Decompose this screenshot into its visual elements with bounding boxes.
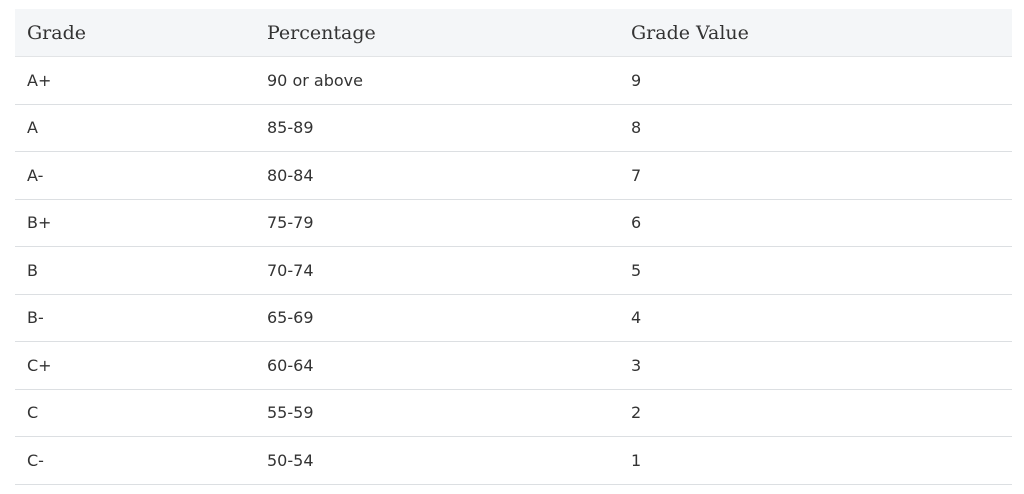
table-row: C 55-59 2: [15, 389, 1012, 437]
table-head: Grade Percentage Grade Value: [15, 9, 1012, 57]
table-cell: A-: [15, 151, 255, 200]
table-cell: 60-64: [255, 341, 619, 390]
table-cell: A: [15, 104, 255, 152]
header-cell: Percentage: [255, 9, 619, 57]
header-cell: Grade Value: [619, 9, 1012, 57]
table-cell: 65-69: [255, 294, 619, 342]
grade-table: Grade Percentage Grade Value A+ 90 or above…: [15, 9, 1012, 485]
table-row: A+ 90 or above 9: [15, 56, 1012, 105]
table-cell: 80-84: [255, 151, 619, 200]
header-cell: Grade: [15, 9, 255, 57]
table-cell: 7: [619, 151, 1012, 200]
table-row: B- 65-69 4: [15, 294, 1012, 342]
table-cell: A+: [15, 56, 255, 105]
table-cell: 9: [619, 56, 1012, 105]
table-container: Grade Percentage Grade Value A+ 90 or above…: [15, 9, 1012, 485]
table-row: C+ 60-64 3: [15, 341, 1012, 390]
table-cell: B: [15, 246, 255, 295]
table-row: B 70-74 5: [15, 246, 1012, 295]
table-cell: B-: [15, 294, 255, 342]
table-cell: 55-59: [255, 389, 619, 437]
table-cell: 50-54: [255, 436, 619, 485]
table-row: B+ 75-79 6: [15, 199, 1012, 247]
table-cell: 90 or above: [255, 56, 619, 105]
table-row: A 85-89 8: [15, 104, 1012, 152]
table-cell: 4: [619, 294, 1012, 342]
table-row: A- 80-84 7: [15, 151, 1012, 200]
table-cell: 2: [619, 389, 1012, 437]
table-cell: 3: [619, 341, 1012, 390]
table-cell: 70-74: [255, 246, 619, 295]
table-cell: C+: [15, 341, 255, 390]
table-cell: C: [15, 389, 255, 437]
table-cell: B+: [15, 199, 255, 247]
table-cell: 6: [619, 199, 1012, 247]
table-cell: C-: [15, 436, 255, 485]
table-row: C- 50-54 1: [15, 436, 1012, 485]
table-cell: 85-89: [255, 104, 619, 152]
table-cell: 5: [619, 246, 1012, 295]
table-cell: 8: [619, 104, 1012, 152]
table-cell: 75-79: [255, 199, 619, 247]
table-body: A+ 90 or above 9 A 85-89 8 A- 80-84 7 B+ 75-79 6 B 70…: [15, 56, 1012, 485]
table-cell: 1: [619, 436, 1012, 485]
header-row: Grade Percentage Grade Value: [15, 9, 1012, 57]
